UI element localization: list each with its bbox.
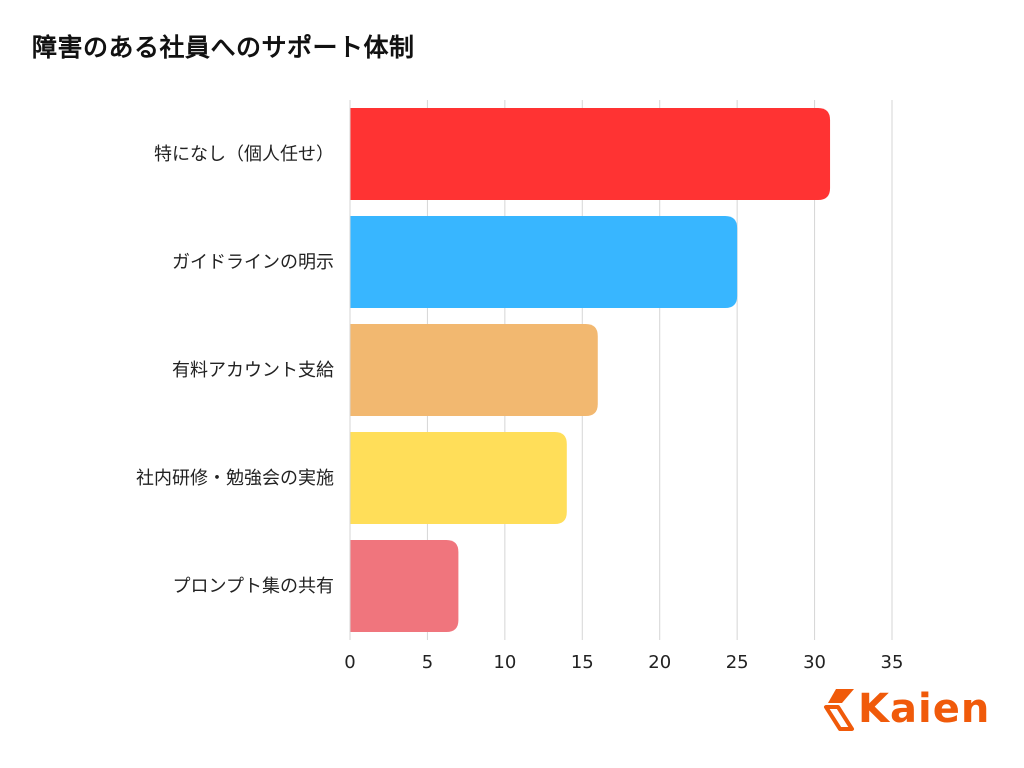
x-tick-label: 25 [726,652,749,673]
bar [350,540,459,632]
x-tick-label: 35 [881,652,904,673]
chart-title: 障害のある社員へのサポート体制 [32,33,415,62]
bar [350,216,738,308]
category-label: 特になし（個人任せ） [154,144,334,165]
x-tick-label: 0 [344,652,355,673]
x-tick-label: 10 [493,652,516,673]
x-tick-label: 15 [571,652,594,673]
category-label: プロンプト集の共有 [173,576,334,597]
x-tick-label: 20 [648,652,671,673]
category-label: 有料アカウント支給 [172,360,334,381]
bar [350,432,567,524]
bar [350,324,598,416]
logo-text: Kaien [858,686,991,732]
category-label: ガイドラインの明示 [172,252,334,273]
kaien-logo: Kaien [822,686,990,732]
kaien-logo-mark-icon [824,689,854,731]
bar [350,108,831,200]
x-tick-label: 5 [422,652,433,673]
category-label: 社内研修・勉強会の実施 [136,468,334,489]
x-tick-label: 30 [803,652,826,673]
